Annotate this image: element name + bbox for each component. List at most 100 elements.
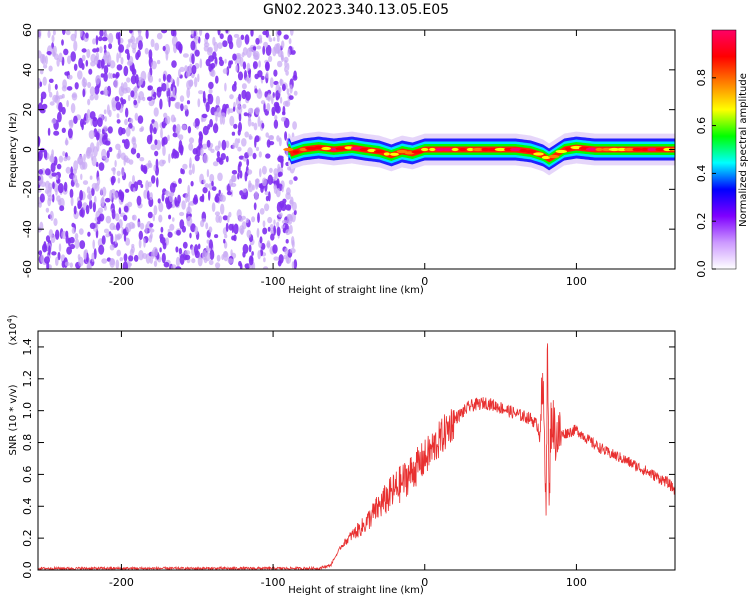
spectrogram-noise-cell (99, 30, 104, 37)
spectrogram-noise-cell (257, 250, 262, 260)
spectrogram-noise-cell (128, 255, 134, 262)
spectrogram-noise-cell (215, 114, 218, 123)
spectrogram-noise-cell (285, 204, 292, 211)
spectrogram-noise-cell (265, 153, 271, 159)
spectrogram-noise-cell (217, 172, 223, 182)
spectrogram-noise-cell (244, 131, 249, 138)
spectrogram-noise-cell (162, 145, 166, 157)
spectrogram-noise-cell (45, 180, 50, 190)
spectrogram-noise-cell (67, 74, 73, 80)
snr-y-tick-label: 0.4 (21, 498, 34, 516)
spectrogram-noise-cell (205, 58, 211, 67)
spectrogram-noise-cell (259, 37, 262, 43)
spectrogram-noise-cell (79, 240, 86, 250)
spectrogram-noise-cell (261, 177, 267, 187)
spectrogram-noise-cell (49, 210, 54, 221)
spectrogram-noise-cell (47, 127, 51, 136)
spectrogram-noise-cell (281, 40, 285, 49)
spectrogram-noise-cell (121, 167, 125, 177)
spectrogram-noise-cell (90, 53, 96, 63)
spectrogram-noise-cell (118, 44, 125, 53)
spectrogram-noise-cell (39, 108, 46, 114)
spectrogram-noise-cell (70, 166, 73, 176)
spectrogram-noise-cell (218, 56, 223, 62)
spectrogram-noise-cell (257, 212, 260, 223)
spectrogram-noise-cell (73, 115, 78, 125)
spectrogram-noise-cell (230, 249, 233, 257)
spectrogram-noise-cell (240, 34, 245, 40)
spectrogram-noise-cell (49, 91, 53, 98)
spectrogram-noise-cell (272, 46, 277, 57)
spectrogram-noise-cell (281, 219, 288, 224)
spectrogram-noise-cell (120, 192, 124, 203)
spectrogram-noise-cell (172, 183, 177, 188)
spectrogram-noise-cell (186, 87, 191, 99)
spectrogram-noise-cell (187, 202, 191, 213)
spectrogram-noise-cell (122, 261, 128, 269)
spectrogram-noise-cell (208, 239, 213, 251)
spectrogram-noise-cell (159, 237, 166, 244)
spectrogram-noise-cell (172, 148, 176, 156)
spectrogram-noise-cell (78, 228, 84, 235)
spectrogram-noise-cell (70, 103, 76, 114)
spectrogram-noise-cell (38, 175, 41, 181)
spectrogram-noise-cell (133, 99, 138, 106)
snr-plot-area (38, 331, 675, 570)
spectrogram-noise-cell (48, 78, 54, 84)
spectrogram-y-tick-label: 60 (21, 23, 34, 37)
spectrogram-noise-cell (248, 255, 254, 266)
spectrogram-noise-cell (119, 257, 124, 262)
spectrogram-noise-cell (162, 73, 166, 82)
spectrogram-noise-cell (161, 137, 166, 148)
spectrogram-noise-cell (178, 247, 183, 255)
spectrogram-noise-cell (208, 226, 213, 233)
spectrogram-noise-cell (154, 42, 160, 51)
spectrogram-noise-cell (255, 37, 260, 45)
spectrogram-band-peak (601, 147, 613, 152)
spectrogram-noise-cell (69, 188, 74, 199)
spectrogram-noise-cell (116, 52, 119, 63)
spectrogram-noise-cell (111, 167, 116, 172)
spectrogram-noise-cell (92, 201, 96, 213)
spectrogram-band-peak (305, 146, 317, 151)
spectrogram-noise-cell (227, 214, 230, 223)
spectrogram-noise-cell (224, 82, 227, 92)
spectrogram-noise-cell (109, 189, 113, 201)
spectrogram-noise-cell (276, 178, 280, 190)
spectrogram-noise-cell (129, 30, 133, 34)
spectrogram-noise-cell (77, 200, 83, 209)
spectrogram-band-peak (451, 147, 459, 152)
spectrogram-noise-cell (238, 161, 242, 168)
spectrogram-noise-cell (79, 209, 83, 217)
spectrogram-band-peak (504, 147, 513, 152)
spectrogram-noise-cell (166, 81, 169, 92)
spectrogram-noise-cell (145, 30, 149, 40)
spectrogram-noise-cell (40, 254, 45, 264)
spectrogram-noise-cell (256, 45, 262, 50)
spectrogram-noise-cell (212, 123, 219, 134)
spectrogram-noise-cell (147, 96, 153, 102)
spectrogram-noise-cell (231, 223, 235, 234)
spectrogram-noise-cell (273, 37, 276, 42)
spectrogram-noise-cell (151, 175, 156, 184)
spectrogram-band-peak (481, 147, 490, 152)
colorbar-tick-label: 0.0 (695, 260, 708, 278)
spectrogram-noise-cell (101, 148, 107, 160)
spectrogram-noise-cell (168, 96, 171, 108)
spectrogram-noise-cell (186, 70, 190, 78)
spectrogram-noise-cell (148, 228, 155, 233)
spectrogram-noise-cell (165, 237, 169, 246)
spectrogram-noise-cell (265, 132, 270, 138)
spectrogram-noise-cell (248, 47, 252, 52)
spectrogram-noise-cell (161, 252, 166, 264)
spectrogram-noise-cell (124, 188, 130, 193)
spectrogram-noise-cell (221, 139, 227, 151)
spectrogram-noise-cell (179, 254, 185, 265)
spectrogram-noise-cell (104, 116, 107, 122)
spectrogram-noise-cell (238, 93, 242, 102)
spectrogram-noise-cell (99, 46, 103, 54)
spectrogram-band-peak (321, 146, 332, 151)
spectrogram-noise-cell (54, 95, 60, 104)
spectrogram-noise-cell (225, 222, 229, 232)
spectrogram-noise-cell (53, 218, 58, 227)
